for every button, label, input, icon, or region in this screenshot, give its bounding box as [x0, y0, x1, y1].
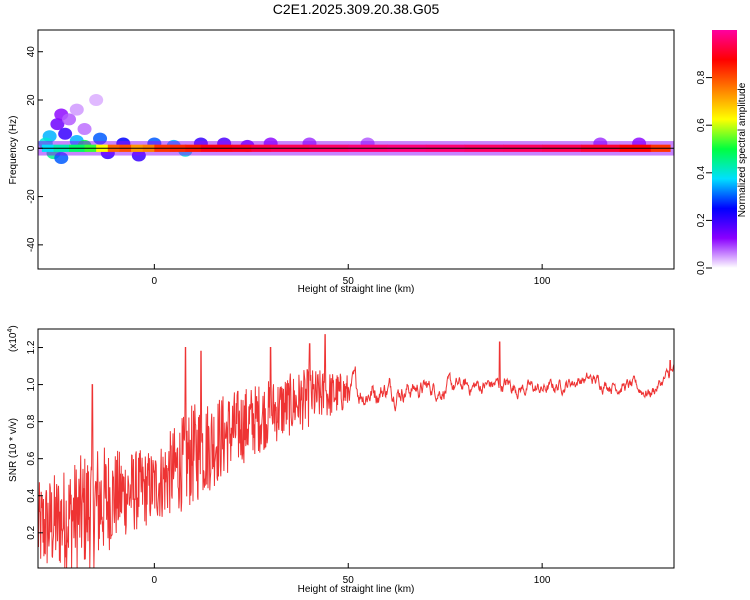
- colorbar: 0.0 0.2 0.4 0.6 0.8 Normalized spectral ampl…: [696, 30, 748, 275]
- spectrogram-ticks: 0 50 100 -40 -20 0 20 40: [26, 46, 551, 287]
- snr-frame: [37, 328, 675, 569]
- snr-ticks: 0 50 100 0.2 0.4 0.6 0.8 1.0 1.2: [26, 340, 551, 586]
- spectrogram-x-label: Height of straight line (km): [298, 284, 415, 295]
- snr-x-label: Height of straight line (km): [298, 584, 415, 595]
- spectrogram-y-tick-label: -20: [26, 189, 37, 204]
- snr-panel: 0 50 100 0.2 0.4 0.6 0.8 1.0 1.2 Height of strai…: [7, 325, 675, 595]
- snr-y-tick-label: 0.6: [26, 451, 37, 465]
- snr-y-tick-label: 0.2: [26, 525, 37, 539]
- spectrogram-panel: 0 50 100 -40 -20 0 20 40 Height of straight lin…: [8, 29, 675, 295]
- spectrogram-y-tick-label: 20: [26, 94, 37, 106]
- colorbar-ticks: 0.0 0.2 0.4 0.6 0.8: [696, 70, 712, 275]
- spectrogram-x-tick-label: 50: [343, 276, 355, 287]
- spectrogram-blob: [77, 122, 92, 135]
- snr-multiplier-exp: 4: [7, 329, 14, 333]
- spectrogram-y-tick-label: -40: [26, 237, 37, 252]
- snr-line: [37, 334, 675, 569]
- colorbar-tick-label: 0.2: [696, 213, 707, 227]
- spectrogram-x-tick-label: 0: [152, 276, 158, 287]
- spectrogram-frame: [37, 29, 675, 270]
- colorbar-tick-label: 0.0: [696, 261, 707, 275]
- spectrogram-x-tick-label: 100: [534, 276, 551, 287]
- spectrogram-y-tick-label: 0: [26, 145, 37, 151]
- snr-y-tick-label: 1.2: [26, 340, 37, 354]
- snr-y-tick-label: 0.4: [26, 488, 37, 502]
- spectrogram-y-label: Frequency (Hz): [8, 116, 19, 185]
- spectrogram-blob: [50, 118, 65, 131]
- snr-series: [37, 334, 675, 569]
- snr-multiplier-text: (x10: [8, 332, 19, 352]
- spectrogram-y-tick-label: 40: [26, 46, 37, 58]
- spectrogram-blob: [58, 127, 73, 140]
- figure-title: C2E1.2025.309.20.38.G05: [273, 1, 440, 17]
- colorbar-label: Normalized spectral amplitude: [737, 82, 748, 217]
- snr-x-tick-label: 0: [152, 575, 158, 586]
- snr-x-tick-label: 100: [534, 575, 551, 586]
- snr-x-tick-label: 50: [343, 575, 355, 586]
- snr-y-tick-label: 1.0: [26, 377, 37, 391]
- spectrogram-blob: [62, 113, 77, 126]
- spectrogram-heatmap: [38, 94, 674, 164]
- colorbar-tick-label: 0.4: [696, 165, 707, 179]
- snr-multiplier-label: (x104): [7, 325, 19, 352]
- snr-y-tick-label: 0.8: [26, 414, 37, 428]
- colorbar-gradient: [712, 30, 737, 268]
- colorbar-tick-label: 0.6: [696, 118, 707, 132]
- colorbar-tick-label: 0.8: [696, 70, 707, 84]
- snr-y-label: SNR (10 * v/v): [8, 418, 19, 482]
- snr-multiplier-close: ): [8, 325, 19, 328]
- spectrogram-blob: [89, 94, 104, 107]
- spectrogram-blob: [69, 103, 84, 116]
